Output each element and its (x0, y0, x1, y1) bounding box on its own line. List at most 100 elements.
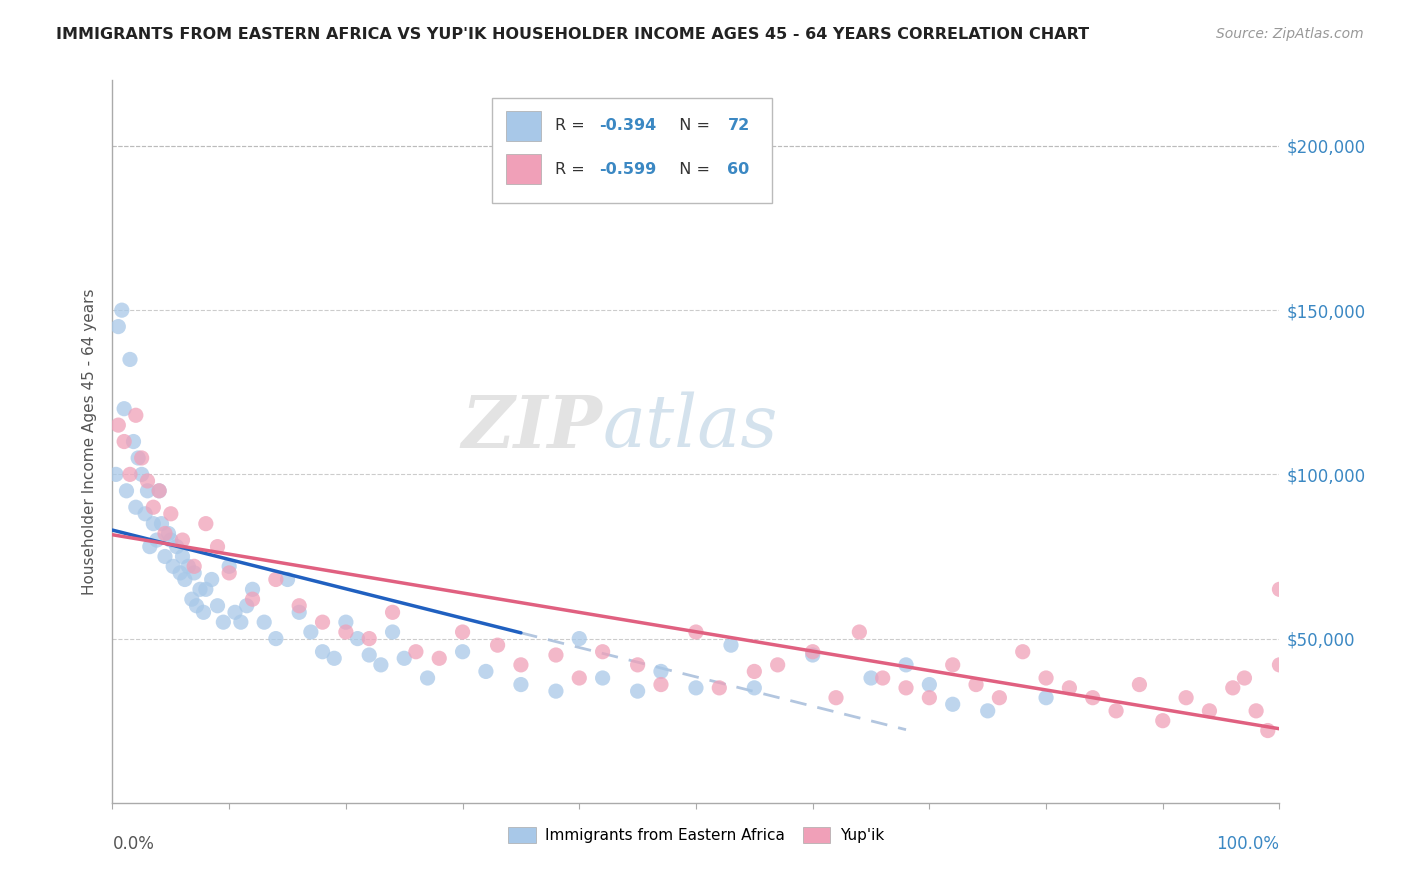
Point (1059, 681, 1081, 695)
Point (131, 467, 153, 482)
Point (627, 657, 650, 672)
Point (1011, 645, 1033, 659)
Point (965, 677, 987, 691)
Point (299, 625, 322, 640)
Point (288, 605, 311, 619)
Point (1198, 704, 1220, 718)
Point (136, 474, 159, 488)
Point (592, 645, 614, 659)
Bar (506, 111, 541, 141)
Point (359, 632, 381, 646)
Point (104, 467, 127, 482)
Point (825, 690, 848, 705)
Point (1105, 704, 1128, 718)
Point (111, 303, 134, 318)
Point (988, 690, 1011, 705)
Point (134, 507, 156, 521)
Point (1268, 657, 1291, 672)
Point (242, 582, 264, 597)
Point (139, 540, 162, 554)
Point (918, 677, 941, 691)
Point (235, 599, 257, 613)
Point (242, 592, 264, 607)
Point (720, 638, 742, 652)
Point (568, 632, 591, 646)
Point (160, 533, 183, 547)
Point (311, 645, 333, 659)
Point (394, 651, 416, 665)
Text: 72: 72 (727, 119, 749, 133)
Point (160, 507, 183, 521)
Point (107, 418, 129, 433)
Point (942, 698, 965, 712)
Text: 60: 60 (727, 161, 749, 177)
Point (186, 599, 208, 613)
Point (1257, 723, 1279, 738)
Point (486, 638, 509, 652)
Point (162, 559, 184, 574)
Point (568, 671, 591, 685)
Point (146, 533, 169, 547)
Point (894, 657, 917, 672)
Point (107, 319, 129, 334)
Point (685, 681, 707, 695)
Point (173, 573, 195, 587)
Point (172, 533, 194, 547)
Point (153, 526, 176, 541)
Point (118, 467, 141, 482)
Point (1244, 704, 1267, 718)
Point (194, 516, 217, 531)
Point (766, 657, 789, 672)
Point (427, 651, 450, 665)
Point (381, 625, 404, 640)
Point (744, 665, 766, 679)
Text: N =: N = (669, 161, 716, 177)
Point (177, 559, 200, 574)
Point (142, 500, 165, 515)
Point (801, 648, 824, 662)
Point (183, 559, 205, 574)
Point (180, 592, 202, 607)
Point (131, 450, 153, 465)
Point (346, 632, 368, 646)
Point (264, 573, 287, 587)
Point (370, 657, 392, 672)
Point (1268, 582, 1291, 597)
Point (1152, 714, 1174, 728)
Point (627, 684, 650, 698)
Legend: Immigrants from Eastern Africa, Yup'ik: Immigrants from Eastern Africa, Yup'ik (502, 822, 890, 849)
Text: -0.599: -0.599 (599, 161, 657, 177)
Point (288, 599, 311, 613)
Point (153, 549, 176, 564)
Point (115, 483, 138, 498)
Point (218, 559, 240, 574)
Point (650, 665, 672, 679)
Point (359, 648, 381, 662)
Point (744, 681, 766, 695)
Point (193, 605, 215, 619)
Point (122, 434, 145, 449)
Point (229, 615, 252, 630)
Point (218, 566, 240, 580)
Point (201, 573, 224, 587)
Point (976, 704, 998, 718)
Text: atlas: atlas (603, 392, 778, 462)
Point (112, 434, 135, 449)
Point (1081, 690, 1104, 705)
Y-axis label: Householder Income Ages 45 - 64 years: Householder Income Ages 45 - 64 years (82, 288, 97, 595)
Point (136, 483, 159, 498)
Point (142, 516, 165, 531)
FancyBboxPatch shape (492, 98, 772, 203)
Text: R =: R = (555, 161, 589, 177)
Point (169, 566, 191, 580)
Point (148, 483, 170, 498)
Point (381, 605, 404, 619)
Point (157, 526, 180, 541)
Point (416, 671, 439, 685)
Point (194, 582, 217, 597)
Point (188, 582, 211, 597)
Point (212, 615, 235, 630)
Point (592, 671, 614, 685)
Point (125, 500, 148, 515)
Point (118, 352, 141, 367)
